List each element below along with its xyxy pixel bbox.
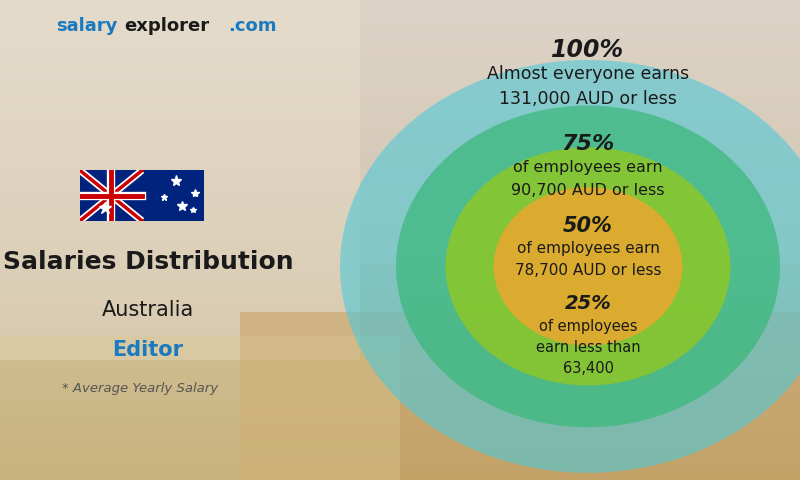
Ellipse shape [446,147,730,385]
Bar [0,336,400,480]
Text: 100%: 100% [551,38,625,62]
Text: of employees: of employees [538,319,638,334]
Ellipse shape [340,60,800,473]
Bar [0,0,360,360]
Text: of employees earn: of employees earn [517,241,659,256]
Text: 50%: 50% [563,216,613,236]
Text: salary: salary [56,17,118,36]
Text: 63,400: 63,400 [562,361,614,376]
Text: explorer: explorer [124,17,209,36]
Text: Salaries Distribution: Salaries Distribution [2,250,294,274]
Text: .com: .com [228,17,277,36]
Text: earn less than: earn less than [536,340,640,355]
Text: 90,700 AUD or less: 90,700 AUD or less [511,182,665,198]
Text: Editor: Editor [113,340,183,360]
Text: Almost everyone earns: Almost everyone earns [487,65,689,84]
Text: * Average Yearly Salary: * Average Yearly Salary [62,382,218,396]
Ellipse shape [494,187,682,346]
Text: of employees earn: of employees earn [513,159,663,175]
Ellipse shape [396,106,780,427]
Text: 75%: 75% [562,134,614,154]
Text: 25%: 25% [565,294,611,313]
Text: 78,700 AUD or less: 78,700 AUD or less [514,263,662,278]
Text: 131,000 AUD or less: 131,000 AUD or less [499,90,677,108]
Bar [240,312,800,480]
Bar [360,0,800,264]
Text: Australia: Australia [102,300,194,320]
